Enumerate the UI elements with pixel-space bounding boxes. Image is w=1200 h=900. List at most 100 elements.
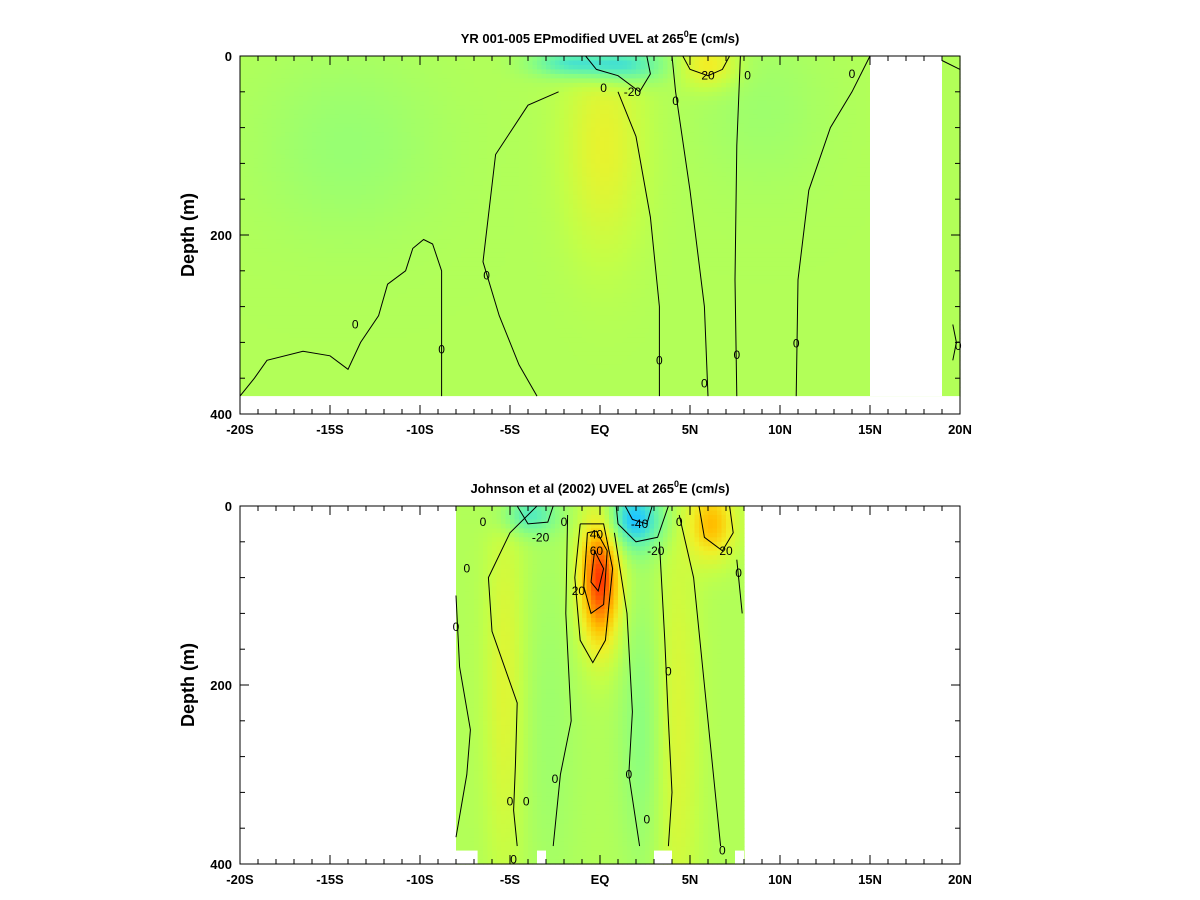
field-cell [528, 235, 533, 240]
field-cell [308, 347, 313, 352]
field-cell [429, 333, 434, 338]
field-cell [339, 69, 344, 74]
field-cell [501, 356, 506, 361]
field-cell [326, 383, 331, 388]
field-cell [402, 231, 407, 236]
field-cell [353, 69, 358, 74]
field-cell [344, 83, 349, 88]
field-cell [348, 351, 353, 356]
field-cell [290, 320, 295, 325]
field-cell [510, 275, 515, 280]
field-cell [447, 141, 452, 146]
field-cell [308, 222, 313, 227]
field-cell [321, 195, 326, 200]
field-cell [249, 329, 254, 334]
field-cell [425, 347, 430, 352]
field-cell [416, 74, 421, 79]
field-cell [510, 284, 515, 289]
field-cell [447, 244, 452, 249]
field-cell [326, 298, 331, 303]
field-cell [254, 280, 259, 285]
field-cell [452, 65, 457, 70]
field-cell [258, 378, 263, 383]
field-cell [344, 69, 349, 74]
field-cell [366, 101, 371, 106]
field-cell [524, 154, 529, 159]
field-cell [380, 217, 385, 222]
field-cell [245, 262, 250, 267]
field-cell [474, 231, 479, 236]
field-cell [303, 146, 308, 151]
field-cell [312, 119, 317, 124]
field-cell [501, 199, 506, 204]
field-cell [519, 360, 524, 365]
field-cell [281, 83, 286, 88]
field-cell [348, 163, 353, 168]
field-cell [308, 159, 313, 164]
field-cell [506, 119, 511, 124]
field-cell [456, 69, 461, 74]
field-cell [429, 383, 434, 388]
field-cell [465, 360, 470, 365]
field-cell [497, 378, 502, 383]
field-cell [519, 387, 524, 392]
field-cell [524, 289, 529, 294]
field-cell [524, 342, 529, 347]
field-cell [389, 204, 394, 209]
field-cell [398, 311, 403, 316]
field-cell [312, 159, 317, 164]
field-cell [474, 199, 479, 204]
field-cell [317, 150, 322, 155]
field-cell [240, 284, 245, 289]
field-cell [245, 172, 250, 177]
field-cell [317, 110, 322, 115]
field-cell [384, 114, 389, 119]
field-cell [353, 105, 358, 110]
field-cell [483, 60, 488, 65]
field-cell [528, 217, 533, 222]
field-cell [488, 262, 493, 267]
field-cell [353, 92, 358, 97]
field-cell [366, 351, 371, 356]
field-cell [411, 78, 416, 83]
field-cell [483, 110, 488, 115]
field-cell [506, 374, 511, 379]
field-cell [290, 387, 295, 392]
field-cell [272, 275, 277, 280]
field-cell [456, 208, 461, 213]
field-cell [371, 114, 376, 119]
field-cell [276, 60, 281, 65]
field-cell [362, 65, 367, 70]
field-cell [429, 96, 434, 101]
field-cell [461, 119, 466, 124]
field-cell [402, 132, 407, 137]
field-cell [299, 311, 304, 316]
field-cell [303, 105, 308, 110]
field-cell [294, 266, 299, 271]
field-cell [371, 132, 376, 137]
field-cell [452, 181, 457, 186]
field-cell [294, 280, 299, 285]
field-cell [447, 69, 452, 74]
field-cell [290, 338, 295, 343]
field-cell [420, 137, 425, 142]
field-cell [312, 316, 317, 321]
field-cell [312, 195, 317, 200]
field-cell [492, 342, 497, 347]
field-cell [339, 181, 344, 186]
field-cell [249, 110, 254, 115]
field-cell [240, 383, 245, 388]
field-cell [317, 141, 322, 146]
field-cell [321, 235, 326, 240]
field-cell [438, 248, 443, 253]
field-cell [443, 262, 448, 267]
field-cell [416, 137, 421, 142]
field-cell [330, 163, 335, 168]
field-cell [348, 383, 353, 388]
field-cell [281, 181, 286, 186]
field-cell [407, 307, 412, 312]
field-cell [344, 92, 349, 97]
field-cell [335, 392, 340, 397]
field-cell [389, 302, 394, 307]
field-cell [533, 128, 538, 133]
